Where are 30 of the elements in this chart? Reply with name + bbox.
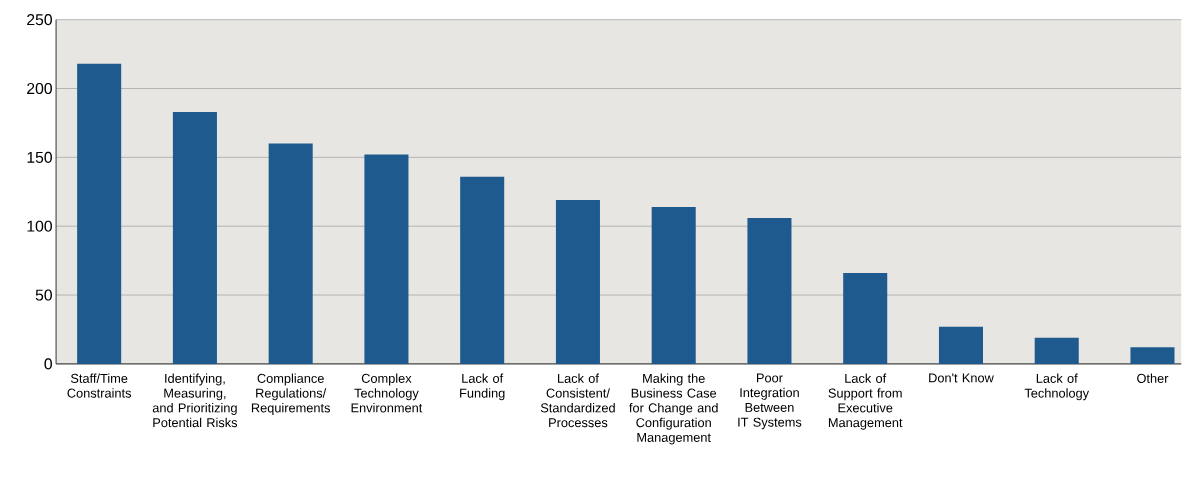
bar	[555, 200, 600, 365]
x-tick-label: Lack of Support from Executive Management	[828, 373, 903, 430]
x-tick-label: Don't Know	[929, 373, 994, 383]
bar	[843, 273, 888, 365]
x-tick-label: Identifying, Measuring, and Prioritizing Potential Risks	[152, 373, 238, 428]
y-tick-label: 100	[27, 220, 52, 232]
bar	[1130, 347, 1175, 365]
bar	[268, 143, 313, 365]
bar	[460, 176, 505, 365]
bar	[172, 112, 217, 365]
bar	[364, 154, 409, 365]
bar	[747, 218, 792, 365]
y-tick-label: 200	[27, 83, 52, 95]
bar	[938, 326, 983, 365]
bar	[651, 207, 696, 365]
y-tick-label: 250	[27, 14, 52, 26]
bar	[1034, 337, 1079, 365]
y-tick-label: 150	[27, 151, 52, 164]
x-tick-label: Lack of Technology	[1024, 373, 1090, 401]
x-tick-label: Poor Integration Between IT Systems	[738, 373, 802, 430]
bar	[77, 63, 122, 365]
y-tick-label: 0	[44, 358, 52, 370]
y-tick-label: 50	[35, 289, 52, 301]
x-tick-label: Other	[1137, 373, 1169, 384]
x-tick-label: Lack of Consistent/ Standardized Processes	[540, 373, 615, 428]
x-tick-label: Compliance Regulations/ Requirements	[251, 373, 330, 416]
x-tick-label: Lack of Funding	[460, 373, 505, 401]
x-tick-label: Staff/Time Constraints	[67, 373, 132, 398]
x-tick-label: Making the Business Case for Change and Configuration Management	[629, 373, 718, 445]
x-tick-label: Complex Technology Environment	[351, 373, 423, 413]
